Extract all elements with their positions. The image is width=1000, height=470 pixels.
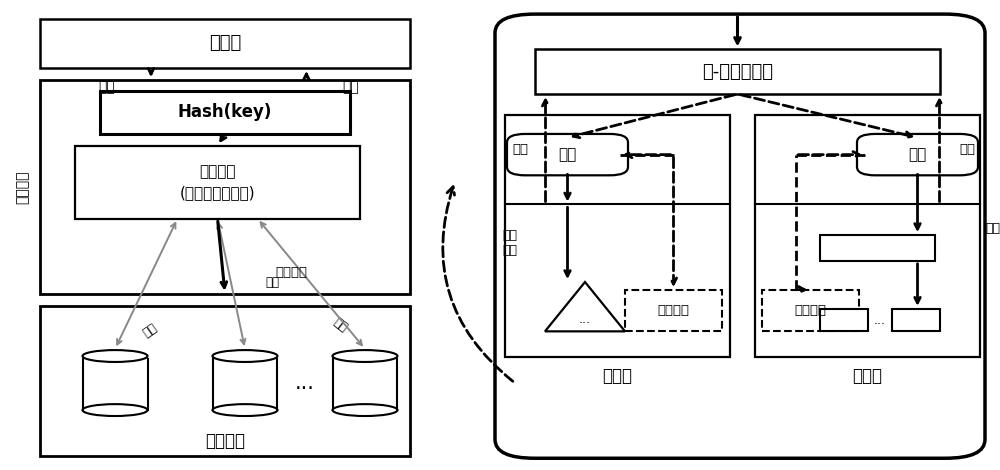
Bar [820, 309, 868, 331]
Text: 副本: 副本 [265, 276, 279, 289]
Bar [75, 146, 360, 219]
Text: 副本: 副本 [330, 316, 350, 335]
Ellipse shape [332, 404, 398, 416]
Text: 响应: 响应 [960, 143, 976, 156]
Text: Hash(key): Hash(key) [178, 103, 272, 121]
Bar [762, 290, 859, 331]
Ellipse shape [82, 350, 148, 362]
Ellipse shape [82, 404, 148, 416]
Text: 客户端: 客户端 [209, 34, 241, 53]
Bar [40, 19, 410, 68]
Ellipse shape [212, 404, 278, 416]
Bar [100, 91, 350, 134]
Bar [755, 115, 980, 357]
Text: 副本: 副本 [141, 321, 159, 339]
Bar [820, 235, 935, 261]
Bar [535, 49, 940, 94]
Text: ...: ... [295, 373, 315, 393]
Text: 主副本: 主副本 [602, 367, 633, 385]
Text: 响应: 响应 [512, 143, 528, 156]
Bar [625, 290, 722, 331]
Text: 响应: 响应 [342, 80, 359, 94]
Ellipse shape [212, 350, 278, 362]
Text: 批量
追加: 批量 追加 [503, 229, 518, 257]
Bar [40, 80, 410, 294]
Text: 转发请求: 转发请求 [276, 266, 308, 279]
FancyBboxPatch shape [495, 14, 985, 458]
Text: 从副本: 从副本 [852, 367, 883, 385]
Text: 缓存: 缓存 [908, 147, 927, 162]
Text: ...: ... [579, 313, 591, 326]
Text: 存储集群: 存储集群 [205, 432, 245, 450]
Text: 缓存: 缓存 [558, 147, 577, 162]
Text: 协调节点: 协调节点 [15, 170, 29, 204]
Text: 数据分布
(通过一致性哈希): 数据分布 (通过一致性哈希) [180, 164, 255, 200]
Bar [40, 306, 410, 456]
Text: 先写日志: 先写日志 [794, 304, 826, 317]
Bar [332, 356, 398, 410]
Text: 先写日志: 先写日志 [658, 304, 690, 317]
Text: ...: ... [874, 313, 886, 327]
Text: 主-从副本解耦: 主-从副本解耦 [702, 63, 773, 81]
FancyBboxPatch shape [507, 134, 628, 175]
Bar [82, 356, 148, 410]
Ellipse shape [332, 350, 398, 362]
Bar [892, 309, 940, 331]
FancyBboxPatch shape [857, 134, 978, 175]
Bar [212, 356, 278, 410]
Text: 批量追加: 批量追加 [985, 222, 1000, 235]
Bar [505, 115, 730, 357]
Text: 请求: 请求 [98, 80, 115, 94]
